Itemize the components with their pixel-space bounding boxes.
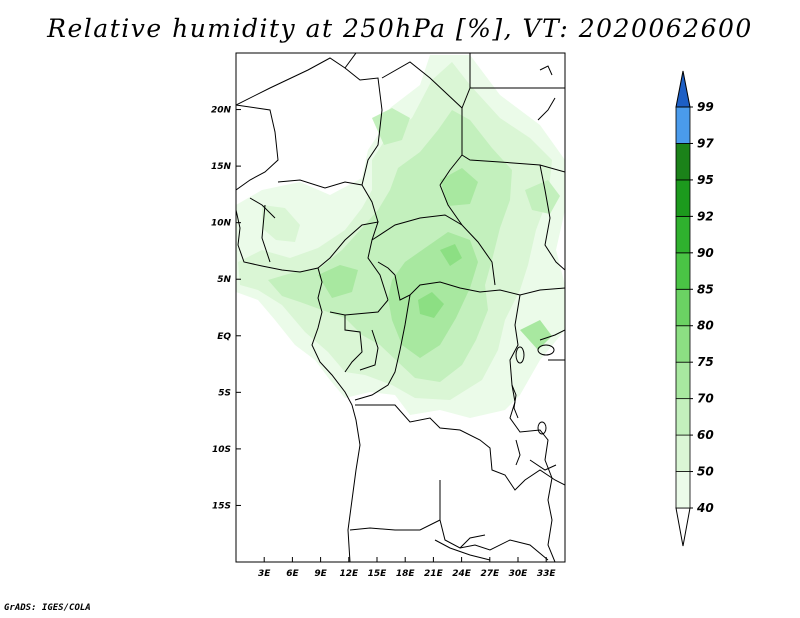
lat-tick-label: 20N xyxy=(211,106,232,116)
map-title: Relative humidity at 250hPa [%], VT: 202… xyxy=(47,14,753,43)
colorbar-segment xyxy=(675,398,691,436)
colorbar-label: 85 xyxy=(697,282,714,296)
colorbar-label: 97 xyxy=(697,136,714,150)
colorbar-label: 80 xyxy=(697,319,714,333)
colorbar: 40 50 60 70 75 80 85 90 92 95 97 99 xyxy=(675,70,714,547)
lakes xyxy=(511,344,555,466)
lon-tick-label: 12E xyxy=(339,569,359,579)
colorbar-label: 95 xyxy=(697,173,714,187)
colorbar-label: 92 xyxy=(697,209,714,223)
colorbar-segment xyxy=(675,143,691,181)
colorbar-label: 60 xyxy=(697,428,714,442)
colorbar-label: 40 xyxy=(696,501,714,515)
lat-axis: 20N 15N 10N 5N EQ 5S 10S 15S xyxy=(211,106,241,511)
colorbar-segment xyxy=(675,325,691,363)
lon-tick-label: 9E xyxy=(314,569,327,579)
colorbar-segment xyxy=(675,361,691,400)
colorbar-label: 50 xyxy=(697,465,714,479)
colorbar-segment xyxy=(675,215,691,254)
colorbar-label: 99 xyxy=(697,100,714,114)
colorbar-segment xyxy=(675,106,691,144)
lon-axis: 3E 6E 9E 12E 15E 18E 21E 24E 27E 30E 33E xyxy=(258,557,556,579)
colorbar-segment xyxy=(675,471,691,509)
colorbar-segment xyxy=(675,288,691,327)
colorbar-label: 75 xyxy=(697,355,714,369)
country-boundaries xyxy=(236,53,565,562)
colorbar-segment xyxy=(675,252,691,290)
colorbar-label: 90 xyxy=(697,246,714,260)
lon-tick-label: 15E xyxy=(368,569,388,579)
lat-tick-label: 5N xyxy=(217,275,231,285)
lon-tick-label: 33E xyxy=(537,569,557,579)
lat-tick-label: 15S xyxy=(212,501,231,511)
lat-tick-label: 10N xyxy=(211,219,232,229)
colorbar-cap-top xyxy=(675,70,691,108)
lon-tick-label: 27E xyxy=(480,569,500,579)
map-frame xyxy=(235,52,566,563)
lon-tick-label: 30E xyxy=(509,569,529,579)
lat-tick-label: EQ xyxy=(217,332,231,342)
colorbar-segment xyxy=(675,434,691,472)
lon-tick-label: 18E xyxy=(396,569,416,579)
lat-tick-label: 5S xyxy=(218,388,231,398)
lon-tick-label: 6E xyxy=(286,569,299,579)
lat-tick-label: 10S xyxy=(212,445,231,455)
colorbar-label: 70 xyxy=(697,392,714,406)
lon-tick-label: 3E xyxy=(258,569,271,579)
lat-tick-label: 15N xyxy=(211,162,232,172)
lon-tick-label: 21E xyxy=(424,569,444,579)
colorbar-segment xyxy=(675,179,691,217)
colorbar-cap-bottom xyxy=(675,507,691,547)
humidity-field xyxy=(236,55,565,418)
credit-label: GrADS: IGES/COLA xyxy=(4,603,91,613)
lon-tick-label: 24E xyxy=(452,569,472,579)
